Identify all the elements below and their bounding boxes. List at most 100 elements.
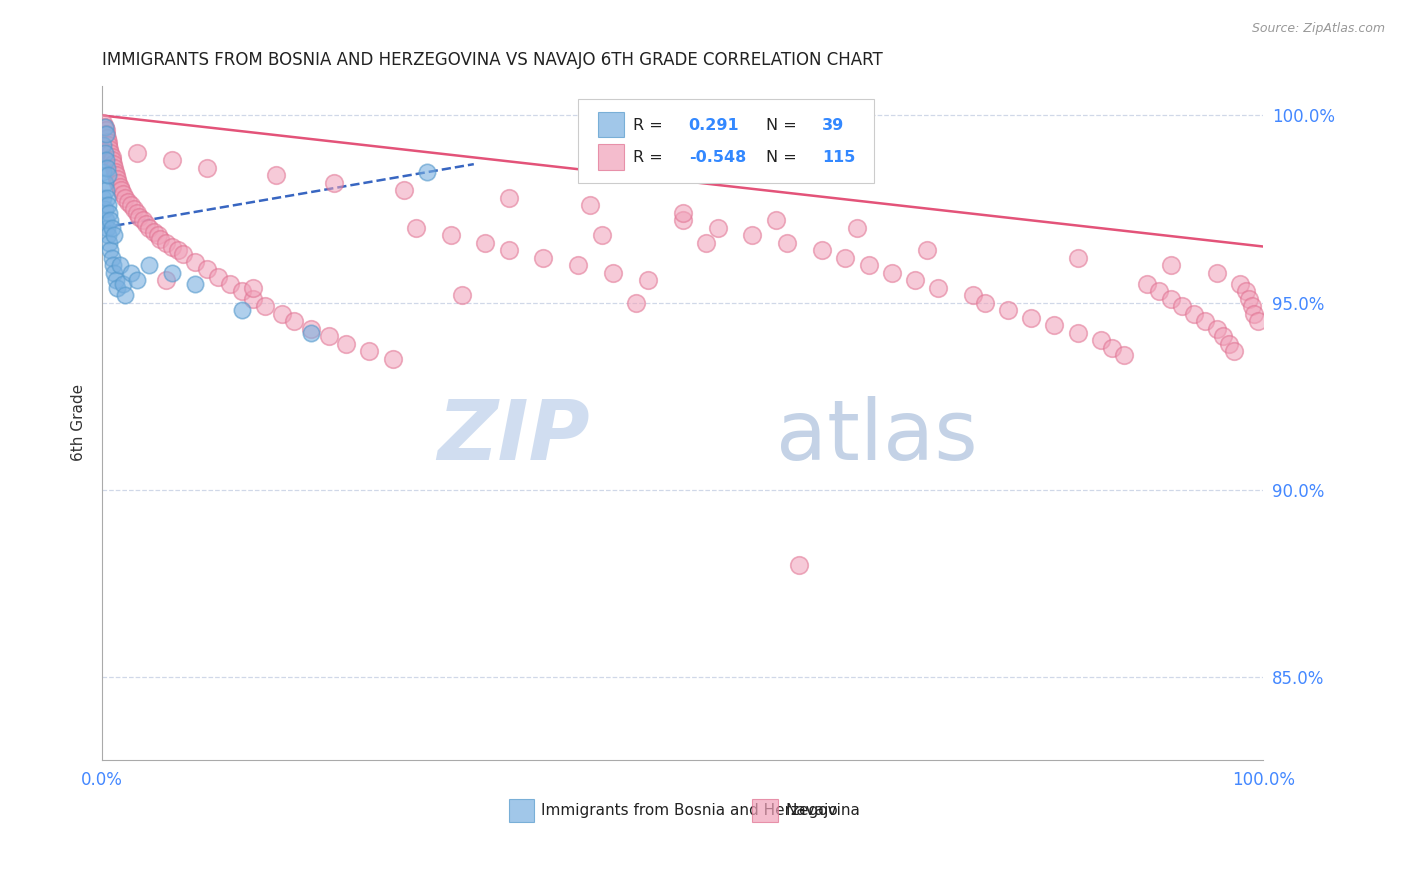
Point [97, 169, 120, 183]
Point [1234, 285, 1257, 299]
Point [439, 228, 461, 243]
Point [94, 183, 117, 197]
Point [266, 169, 288, 183]
Point [1206, 322, 1229, 336]
Point [98, 142, 121, 156]
Point [927, 281, 949, 295]
Point [107, 176, 129, 190]
Text: N =: N = [766, 150, 803, 165]
Point [787, 558, 810, 572]
Point [97, 135, 120, 149]
Point [112, 277, 135, 291]
Point [93, 164, 115, 178]
Point [195, 262, 218, 277]
Point [96, 161, 118, 175]
Point [101, 258, 124, 272]
Point [96, 191, 118, 205]
Point [160, 266, 183, 280]
Point [242, 281, 264, 295]
Point [120, 266, 142, 280]
Point [94, 213, 117, 227]
Point [160, 153, 183, 168]
Point [846, 220, 869, 235]
Point [579, 198, 602, 212]
Point [637, 273, 659, 287]
Point [112, 187, 135, 202]
Point [97, 138, 120, 153]
Point [474, 235, 496, 250]
Point [811, 244, 834, 258]
Point [1223, 344, 1246, 359]
Point [97, 228, 120, 243]
Point [299, 322, 322, 336]
Point [100, 220, 122, 235]
Point [765, 213, 787, 227]
Point [1206, 266, 1229, 280]
Point [1171, 300, 1194, 314]
Point [231, 303, 253, 318]
Point [1101, 341, 1123, 355]
Point [858, 258, 880, 272]
Point [184, 254, 207, 268]
Point [498, 244, 520, 258]
Point [602, 266, 624, 280]
Point [672, 206, 695, 220]
Point [94, 123, 117, 137]
Point [195, 161, 218, 175]
Text: 0.291: 0.291 [689, 118, 740, 133]
Point [117, 194, 139, 209]
Point [219, 277, 242, 291]
Point [1090, 333, 1112, 347]
Point [103, 266, 125, 280]
Point [997, 303, 1019, 318]
Point [283, 314, 305, 328]
Point [1212, 329, 1234, 343]
Point [299, 326, 322, 340]
Point [138, 258, 160, 272]
Point [100, 251, 122, 265]
Point [253, 300, 276, 314]
Point [335, 337, 357, 351]
Point [405, 220, 427, 235]
Text: Source: ZipAtlas.com: Source: ZipAtlas.com [1251, 22, 1385, 36]
Text: -0.548: -0.548 [689, 150, 745, 165]
Point [695, 235, 717, 250]
Text: Navajo: Navajo [785, 803, 838, 818]
Point [359, 344, 381, 359]
Point [416, 164, 439, 178]
Point [98, 235, 121, 250]
Point [318, 329, 340, 343]
Point [451, 288, 474, 302]
Point [1243, 307, 1265, 321]
Point [143, 225, 166, 239]
Point [105, 172, 128, 186]
Point [93, 191, 115, 205]
Bar [598, 145, 624, 169]
Point [125, 145, 148, 160]
Point [706, 220, 728, 235]
Point [138, 220, 160, 235]
Point [1112, 348, 1135, 362]
Text: atlas: atlas [776, 395, 977, 476]
Point [160, 239, 183, 253]
Point [104, 164, 127, 178]
Point [207, 269, 229, 284]
Point [973, 295, 995, 310]
Point [1246, 314, 1268, 328]
Point [108, 179, 131, 194]
Point [108, 258, 131, 272]
Point [155, 273, 177, 287]
Text: R =: R = [633, 118, 668, 133]
Point [1147, 285, 1170, 299]
Point [101, 157, 124, 171]
Point [1019, 310, 1042, 325]
Point [94, 127, 117, 141]
Point [626, 295, 648, 310]
FancyBboxPatch shape [578, 99, 875, 183]
Point [120, 198, 142, 212]
Point [776, 235, 799, 250]
Point [96, 131, 118, 145]
Point [93, 176, 115, 190]
Point [1160, 292, 1182, 306]
Point [98, 206, 121, 220]
